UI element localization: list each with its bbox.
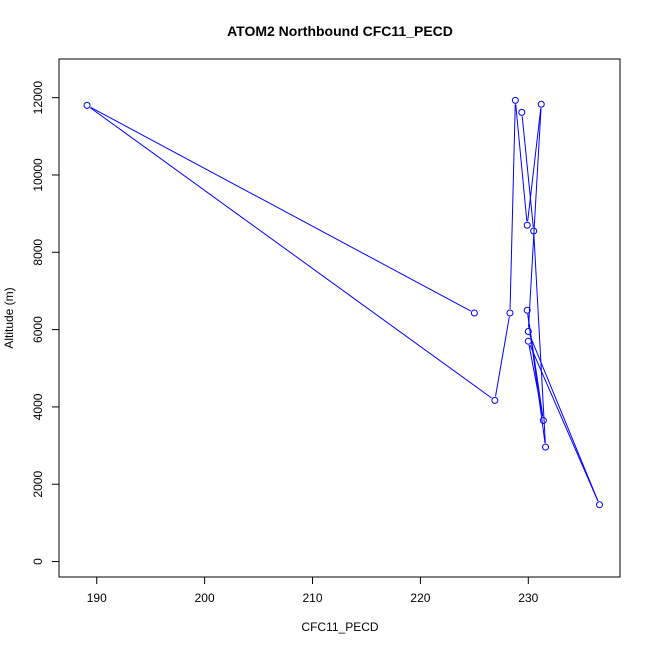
data-point-marker bbox=[523, 221, 531, 229]
series-line-segment bbox=[529, 335, 599, 502]
data-point-marker bbox=[530, 227, 538, 235]
y-tick-label: 2000 bbox=[31, 471, 45, 498]
series-line-segment bbox=[521, 116, 534, 228]
series-layer bbox=[83, 96, 604, 509]
series-line-segment bbox=[527, 108, 542, 222]
data-point-marker bbox=[542, 443, 550, 451]
y-tick-label: 12000 bbox=[31, 81, 45, 115]
y-tick-label: 0 bbox=[31, 558, 45, 565]
series-line-segment bbox=[529, 344, 599, 502]
series-line-segment bbox=[527, 314, 546, 444]
series-line-segment bbox=[533, 234, 546, 444]
data-point-marker bbox=[511, 96, 519, 104]
plot-frame bbox=[58, 58, 621, 578]
series-line-segment bbox=[509, 104, 516, 309]
x-axis-label: CFC11_PECD bbox=[301, 620, 378, 634]
x-tick-label: 190 bbox=[87, 591, 107, 605]
x-tick-label: 230 bbox=[518, 591, 538, 605]
data-point-marker bbox=[491, 396, 499, 404]
data-point-marker bbox=[539, 416, 547, 424]
series-line-segment bbox=[515, 104, 528, 222]
data-point-marker bbox=[506, 309, 514, 317]
data-point-marker bbox=[524, 328, 532, 336]
y-tick-label: 10000 bbox=[31, 158, 45, 192]
data-point-marker bbox=[524, 337, 532, 345]
data-point-marker bbox=[470, 309, 478, 317]
y-tick-label: 4000 bbox=[31, 393, 45, 420]
x-axis: 190 200 210 220 230 bbox=[87, 577, 539, 605]
data-point-marker bbox=[83, 101, 91, 109]
y-tick-label: 6000 bbox=[31, 316, 45, 343]
data-point-marker bbox=[523, 306, 531, 314]
data-point-marker bbox=[537, 100, 545, 108]
y-axis: 0 2000 4000 6000 8000 10000 12000 bbox=[31, 81, 59, 565]
series-line-segment bbox=[528, 345, 544, 417]
series-line-segment bbox=[495, 316, 510, 397]
x-tick-label: 200 bbox=[195, 591, 215, 605]
chart-title: ATOM2 Northbound CFC11_PECD bbox=[227, 23, 453, 39]
x-tick-label: 210 bbox=[303, 591, 323, 605]
y-axis-label: Altitude (m) bbox=[2, 287, 16, 348]
series-line-segment bbox=[89, 107, 492, 399]
series-line-segment bbox=[90, 106, 472, 312]
data-point-marker bbox=[518, 108, 526, 116]
y-tick-label: 8000 bbox=[31, 239, 45, 266]
series-line-segment bbox=[528, 108, 542, 328]
x-tick-label: 220 bbox=[410, 591, 430, 605]
data-point-marker bbox=[596, 501, 604, 509]
